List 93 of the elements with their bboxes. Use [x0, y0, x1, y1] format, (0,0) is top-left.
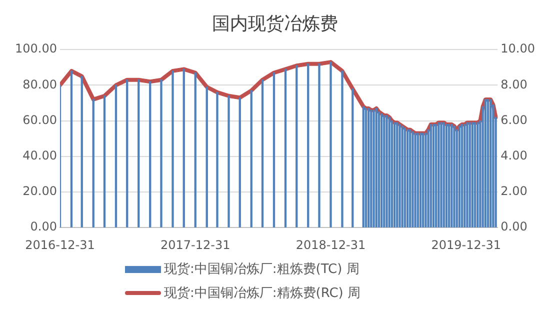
bar: [474, 122, 476, 228]
y-tick-label: 80.00: [22, 77, 57, 92]
bar: [430, 124, 432, 228]
bar: [438, 122, 440, 228]
y2-tick-label: 8.00: [500, 77, 528, 92]
bar: [450, 124, 453, 228]
bar: [341, 70, 344, 228]
bar: [416, 132, 419, 228]
y2-tick-label: 10.00: [500, 42, 536, 56]
bar: [393, 122, 396, 228]
bar: [464, 124, 466, 228]
bar: [398, 124, 401, 228]
y2-tick-label: 6.00: [500, 112, 528, 127]
bar: [432, 124, 435, 228]
bar: [412, 131, 414, 228]
bar: [182, 68, 185, 228]
bar: [386, 115, 388, 228]
bar: [484, 99, 486, 228]
bar: [440, 122, 442, 228]
bar: [380, 113, 383, 228]
bar: [453, 126, 456, 228]
bar: [352, 88, 354, 228]
bar: [404, 128, 406, 228]
bar: [378, 112, 380, 228]
bar: [406, 129, 409, 228]
bar: [370, 110, 372, 228]
bar: [216, 92, 218, 228]
bar: [149, 81, 152, 228]
bar: [296, 65, 298, 228]
x-tick-label: 2019-12-31: [431, 238, 501, 252]
bar: [456, 129, 458, 228]
bar: [228, 96, 230, 228]
bar: [114, 84, 118, 228]
bar: [396, 122, 398, 228]
bar: [486, 99, 490, 228]
bar: [445, 124, 448, 228]
bar: [272, 72, 276, 228]
bar: [362, 106, 364, 228]
bar: [468, 122, 471, 228]
x-tick-label: 2016-12-31: [25, 238, 95, 252]
x-tick-label: 2018-12-31: [296, 238, 366, 252]
chart-title: 国内现货冶炼费: [212, 13, 338, 34]
bar: [92, 99, 94, 228]
bar: [367, 108, 370, 228]
bar: [318, 64, 320, 228]
bar: [307, 64, 310, 228]
bar: [390, 120, 394, 228]
y2-tick-label: 0.00: [500, 220, 528, 234]
bar: [476, 122, 479, 228]
y-tick-label: 0.00: [30, 220, 57, 234]
x-tick-label: 2017-12-31: [160, 238, 230, 252]
bar: [419, 132, 422, 228]
y-tick-label: 60.00: [22, 112, 57, 127]
bar: [330, 62, 332, 228]
bar: [383, 115, 386, 228]
bar: [284, 68, 287, 228]
bar: [375, 108, 378, 228]
bar: [60, 84, 62, 228]
y2-tick-label: 2.00: [500, 184, 528, 198]
bar: [424, 132, 427, 228]
y-tick-label: 40.00: [22, 148, 57, 163]
bar: [388, 116, 390, 228]
bar: [206, 86, 208, 228]
bar: [103, 96, 106, 228]
bar: [70, 70, 73, 228]
bar: [409, 129, 412, 228]
bar: [372, 110, 375, 228]
bar: [250, 90, 252, 228]
bar: [138, 80, 140, 228]
bar: [435, 124, 438, 228]
bar: [458, 126, 461, 228]
bar: [490, 99, 492, 228]
bar: [160, 80, 162, 228]
bar: [80, 76, 83, 228]
bar: [442, 122, 445, 228]
bar: [422, 132, 424, 228]
bar: [471, 122, 474, 228]
y2-tick-label: 4.00: [500, 148, 528, 163]
y-tick-label: 20.00: [22, 184, 57, 198]
bar: [126, 80, 128, 228]
y-tick-label: 100.00: [14, 42, 57, 56]
bar: [448, 124, 450, 228]
bar: [466, 122, 468, 228]
legend-label: 现货:中国铜冶炼厂:精炼费(RC) 周: [164, 285, 360, 302]
bar: [414, 132, 416, 228]
bar: [261, 80, 264, 228]
bar: [460, 124, 464, 228]
bar: [238, 97, 241, 228]
bar: [401, 126, 404, 228]
legend-label: 现货:中国铜冶炼厂:粗炼费(TC) 周: [164, 261, 360, 278]
bar: [194, 72, 196, 228]
bar: [172, 70, 174, 228]
bar: [364, 108, 368, 228]
